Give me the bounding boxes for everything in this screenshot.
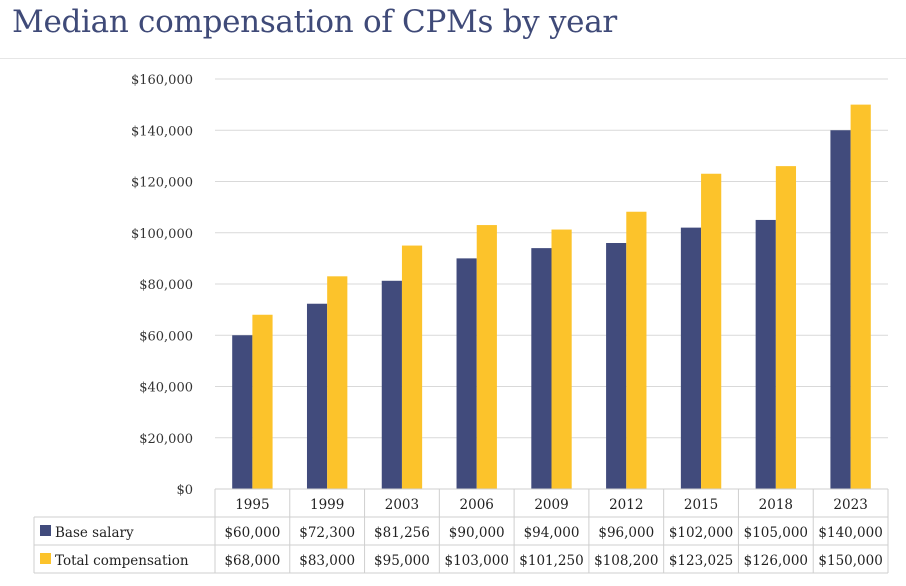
- y-tick-label: $0: [176, 483, 193, 498]
- bar-total-compensation: [252, 314, 273, 489]
- x-tick-label: 1999: [310, 497, 344, 513]
- legend-key: [40, 553, 51, 564]
- data-label: $140,000: [818, 525, 882, 541]
- bar-total-compensation: [551, 229, 572, 489]
- chart-panel: [0, 58, 906, 586]
- legend-key: [40, 525, 51, 536]
- data-label: $108,200: [594, 553, 658, 569]
- bar-total-compensation: [626, 211, 647, 490]
- bar-total-compensation: [327, 276, 348, 489]
- data-label: $81,256: [374, 525, 430, 541]
- data-label: $105,000: [744, 525, 808, 541]
- bar-total-compensation: [775, 166, 797, 489]
- x-tick-label: 2015: [684, 497, 718, 513]
- data-label: $72,300: [299, 525, 355, 541]
- bar-base-salary: [232, 335, 253, 489]
- bar-base-salary: [381, 280, 402, 489]
- bar-base-salary: [606, 243, 627, 489]
- x-tick-label: 2012: [609, 497, 643, 513]
- x-tick-label: 1995: [235, 497, 269, 513]
- bar-base-salary: [680, 227, 702, 489]
- y-tick-label: $100,000: [131, 227, 193, 242]
- y-tick-label: $20,000: [139, 432, 193, 447]
- bar-total-compensation: [476, 225, 497, 489]
- y-tick-label: $60,000: [139, 329, 193, 344]
- bar-total-compensation: [850, 104, 871, 489]
- bar-base-salary: [830, 130, 851, 489]
- x-tick-label: 2009: [534, 497, 568, 513]
- bar-base-salary: [531, 248, 552, 489]
- y-tick-label: $120,000: [131, 176, 193, 191]
- y-tick-label: $40,000: [139, 381, 193, 396]
- chart-title: Median compensation of CPMs by year: [12, 4, 617, 40]
- data-label: $95,000: [374, 553, 430, 569]
- bar-base-salary: [306, 303, 328, 489]
- y-tick-label: $160,000: [131, 73, 193, 88]
- x-tick-label: 2023: [833, 497, 867, 513]
- y-tick-label: $80,000: [139, 278, 193, 293]
- data-label: $126,000: [744, 553, 808, 569]
- x-tick-label: 2006: [460, 497, 494, 513]
- data-label: $83,000: [299, 553, 355, 569]
- bar-base-salary: [456, 258, 477, 489]
- bar-base-salary: [755, 219, 776, 489]
- x-tick-label: 2003: [385, 497, 419, 513]
- bar-total-compensation: [701, 173, 722, 489]
- data-label: $68,000: [224, 553, 280, 569]
- data-label: $60,000: [224, 525, 280, 541]
- data-label: $123,025: [669, 553, 733, 569]
- series-name: Base salary: [55, 525, 134, 541]
- data-label: $102,000: [669, 525, 733, 541]
- data-label: $96,000: [598, 525, 654, 541]
- data-label: $90,000: [449, 525, 505, 541]
- series-name: Total compensation: [55, 553, 189, 569]
- data-label: $101,250: [519, 553, 583, 569]
- y-tick-label: $140,000: [131, 124, 193, 139]
- data-label: $103,000: [445, 553, 509, 569]
- data-label: $94,000: [524, 525, 580, 541]
- bar-total-compensation: [401, 245, 423, 489]
- x-tick-label: 2018: [759, 497, 793, 513]
- data-label: $150,000: [818, 553, 882, 569]
